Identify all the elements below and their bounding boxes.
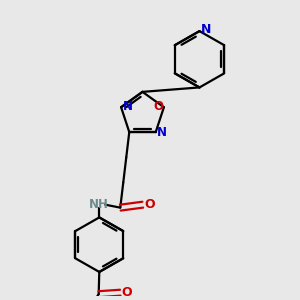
Text: N: N [201, 23, 211, 36]
Text: NH: NH [88, 198, 108, 211]
Text: O: O [153, 100, 163, 112]
Text: N: N [123, 100, 133, 113]
Text: N: N [157, 126, 167, 139]
Text: O: O [122, 286, 132, 299]
Text: O: O [144, 198, 155, 211]
